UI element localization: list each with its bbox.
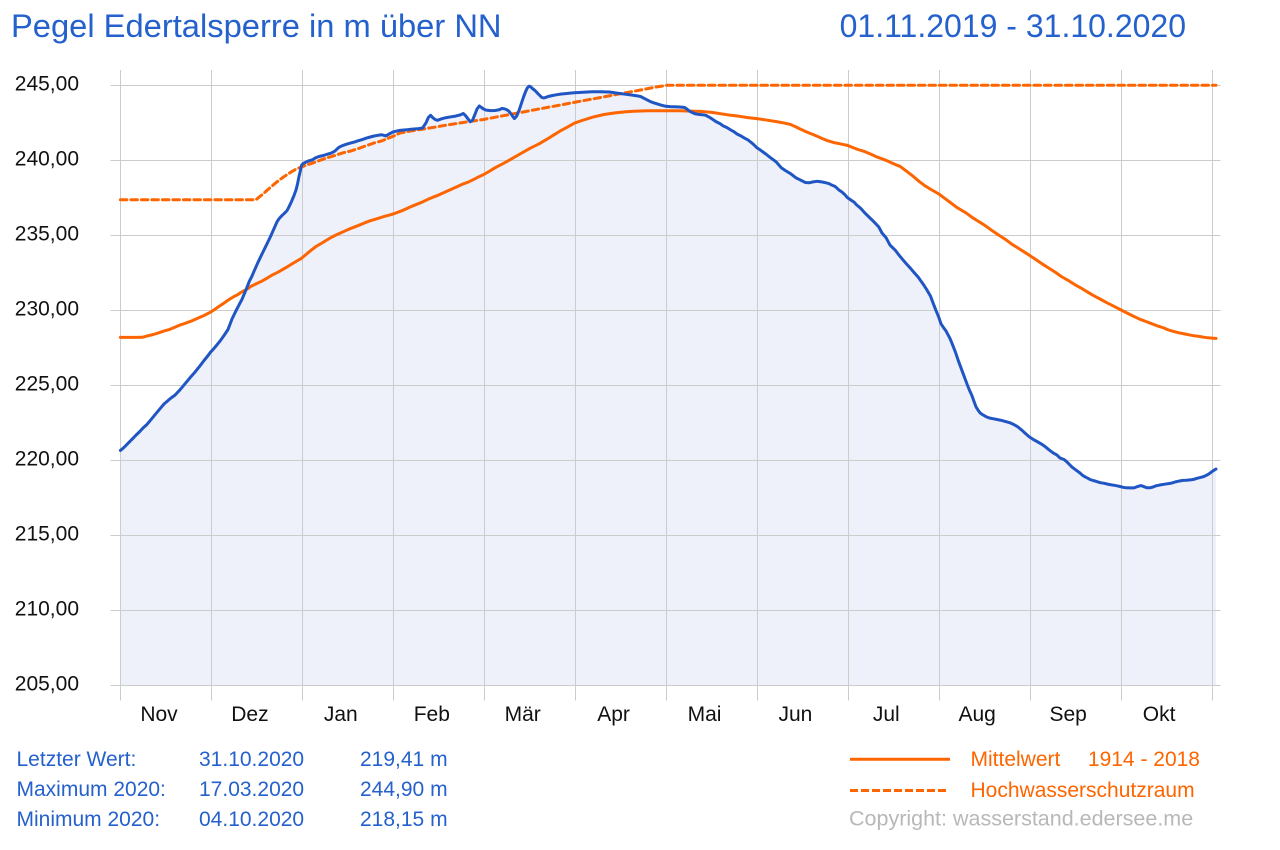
svg-text:245,00: 245,00 [15,73,79,96]
svg-text:Nov: Nov [140,703,178,726]
svg-text:218,15 m: 218,15 m [360,808,448,831]
svg-text:04.10.2020: 04.10.2020 [199,808,304,831]
svg-text:Jun: Jun [778,703,812,726]
svg-text:Copyright: wasserstand.edersee: Copyright: wasserstand.edersee.me [849,807,1193,831]
svg-text:235,00: 235,00 [15,223,79,246]
svg-text:Maximum 2020:: Maximum 2020: [17,778,166,801]
svg-text:219,41 m: 219,41 m [360,748,448,771]
svg-text:215,00: 215,00 [15,523,79,546]
svg-text:205,00: 205,00 [15,673,79,696]
svg-text:Letzter Wert:: Letzter Wert: [17,748,137,771]
svg-text:Aug: Aug [959,703,996,726]
svg-text:Okt: Okt [1143,703,1176,726]
svg-text:Pegel Edertalsperre in m über: Pegel Edertalsperre in m über NN [11,7,502,44]
svg-text:240,00: 240,00 [15,148,79,171]
svg-text:1914 - 2018: 1914 - 2018 [1088,748,1200,771]
svg-text:Mär: Mär [505,703,541,726]
svg-text:01.11.2019 - 31.10.2020: 01.11.2019 - 31.10.2020 [840,8,1186,44]
svg-text:31.10.2020: 31.10.2020 [199,748,304,771]
svg-text:225,00: 225,00 [15,373,79,396]
svg-text:Feb: Feb [414,703,450,726]
svg-text:Mittelwert: Mittelwert [971,748,1061,771]
svg-text:Jul: Jul [873,703,900,726]
svg-text:210,00: 210,00 [15,598,79,621]
svg-text:17.03.2020: 17.03.2020 [199,778,304,801]
svg-text:Jan: Jan [324,703,358,726]
svg-text:Apr: Apr [597,703,630,726]
svg-text:230,00: 230,00 [15,298,79,321]
svg-text:Sep: Sep [1050,703,1087,726]
svg-text:Hochwasserschutzraum: Hochwasserschutzraum [971,779,1195,802]
svg-text:244,90 m: 244,90 m [360,778,448,801]
svg-text:Mai: Mai [688,703,722,726]
svg-text:220,00: 220,00 [15,448,79,471]
svg-text:Dez: Dez [231,703,268,726]
svg-text:Minimum 2020:: Minimum 2020: [17,808,161,831]
